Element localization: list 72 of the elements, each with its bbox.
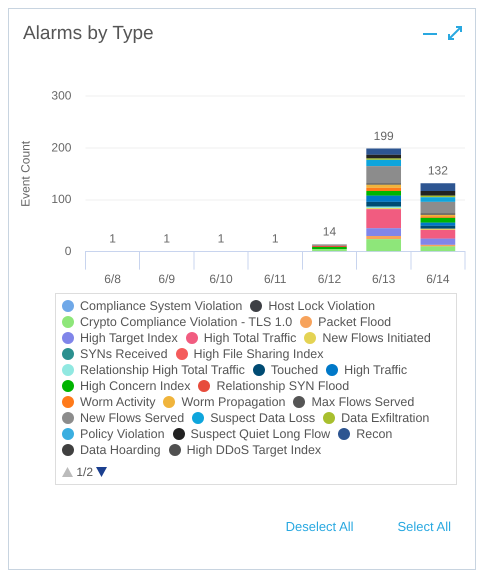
x-tick-label: 6/10 [209,272,233,286]
legend-label: High Target Index [79,330,178,346]
x-tick-label: 6/13 [372,272,396,286]
y-tick-label: 300 [51,88,72,103]
legend-label: Compliance System Violation [79,298,242,314]
legend-label: High Total Traffic [202,330,296,346]
legend-label: SYNs Received [79,346,168,362]
legend-label: Data Exfiltration [340,410,430,426]
y-axis-title: Event Count [18,140,33,207]
legend-label: Relationship SYN Flood [215,378,350,394]
bar [366,188,402,191]
bar [420,222,456,226]
bar [420,238,456,245]
legend-label: High DDoS Target Index [186,442,322,458]
bar [366,196,402,202]
legend-label: Host Lock Violation [267,298,376,314]
legend-label: High Traffic [343,362,408,378]
legend-label: Crypto Compliance Violation - TLS 1.0 [79,314,292,330]
legend-label: New Flows Served [79,410,184,426]
bar [420,226,456,229]
text: Select All [398,519,451,534]
legend-label: Worm Propagation [180,394,286,410]
legend-label: Max Flows Served [310,394,414,410]
bar [420,218,456,223]
x-tick-label: 6/12 [318,272,342,286]
bar [420,190,456,196]
legend-label: Policy Violation [79,426,165,442]
y-tick-label: 100 [51,192,72,206]
chart-title: Alarms by Type [23,23,154,45]
legend-label: High Concern Index [79,378,190,394]
total-label: 14 [322,224,336,239]
bar [420,202,456,214]
bar [366,236,402,240]
bar [420,197,456,202]
bar [366,160,402,166]
total-label: 132 [428,164,448,178]
bar [366,239,402,252]
bar [312,246,347,250]
total-label: 1 [272,231,279,246]
bar [366,202,402,207]
bar [420,183,456,191]
legend-label: Relationship High Total Traffic [79,362,245,378]
x-tick-label: 6/11 [264,272,287,286]
text: 1/2 [76,465,94,479]
bar [366,190,402,196]
total-label: 1 [218,231,225,246]
text: Deselect All [286,519,354,534]
bar [366,154,402,158]
bar [366,166,402,184]
y-tick-label: 200 [51,140,72,154]
bar [366,209,402,228]
total-label: 1 [109,231,116,246]
x-tick-label: 6/8 [104,272,122,286]
legend-label: Data Hoarding [79,442,161,458]
x-tick-label: 6/14 [426,272,450,286]
legend-label: Packet Flood [317,314,392,330]
legend-label: High File Sharing Index [192,346,324,362]
bar [366,148,402,155]
bar [420,230,456,239]
legend-label: Suspect Data Loss [209,410,316,426]
bar [366,184,402,188]
legend-label: Suspect Quiet Long Flow [190,426,330,442]
legend-label: New Flows Initiated [321,330,431,346]
total-label: 199 [374,128,394,143]
bar [420,246,456,252]
legend-label: Touched [270,362,318,378]
total-label: 1 [163,231,170,246]
y-tick-label: 0 [64,244,72,258]
bar [366,228,402,236]
x-tick-label: 6/9 [158,272,176,286]
legend-label: Worm Activity [79,394,156,410]
legend-label: Recon [355,426,392,442]
